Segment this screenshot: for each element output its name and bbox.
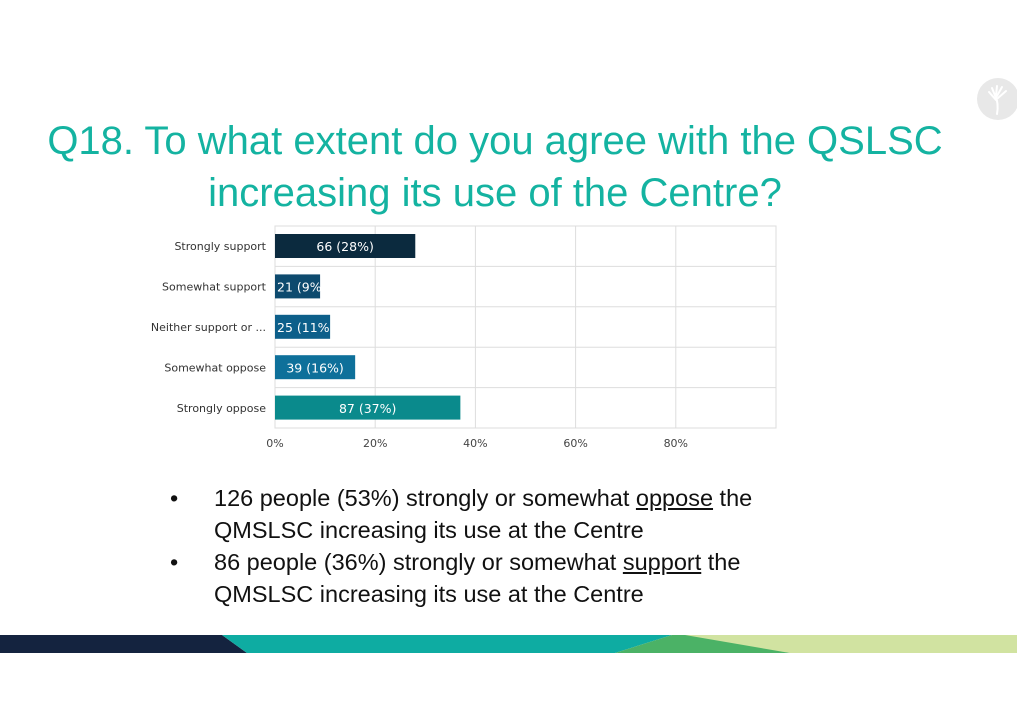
data-label: 21 (9% <box>277 280 322 295</box>
bullet-text: 86 people (36%) strongly or somewhat <box>214 549 623 575</box>
bar <box>275 314 331 339</box>
bullet-text: QMSLSC increasing its use at the Centre <box>214 581 644 607</box>
x-tick-label: 0% <box>266 437 283 450</box>
category-label: Strongly support <box>174 240 266 253</box>
category-label: Neither support or ... <box>151 321 266 334</box>
data-label: 39 (16%) <box>286 360 343 375</box>
data-label: 25 (11% <box>277 320 330 335</box>
x-tick-label: 40% <box>463 437 487 450</box>
kangaroo-paw-logo-icon <box>977 78 1017 120</box>
x-tick-label: 20% <box>363 437 387 450</box>
bullet-text: 126 people (53%) strongly or somewhat <box>214 485 636 511</box>
bar <box>275 234 416 258</box>
bar <box>275 395 461 420</box>
bar-chart: 0% 20% 40% 60% 80% Strongly support 66 (28%) So… <box>151 225 777 450</box>
bar <box>275 274 321 299</box>
bar <box>275 355 356 380</box>
x-tick-label: 80% <box>664 437 688 450</box>
category-label: Strongly oppose <box>177 402 266 415</box>
bullet-text: the <box>701 549 741 575</box>
bullet-text: the <box>713 485 753 511</box>
footer-band <box>0 635 1017 653</box>
category-label: Somewhat support <box>162 281 267 294</box>
bullet-list: • 126 people (53%) strongly or somewhat … <box>170 482 752 610</box>
bullet-marker: • <box>170 485 179 511</box>
bullet-text: QMSLSC increasing its use at the Centre <box>214 517 644 543</box>
slide-title: Q18. To what extent do you agree with th… <box>47 119 943 215</box>
bullet-item: • 86 people (36%) strongly or somewhat s… <box>170 546 752 610</box>
data-label: 87 (37%) <box>339 401 396 416</box>
x-tick-label: 60% <box>563 437 587 450</box>
category-label: Somewhat oppose <box>164 361 266 374</box>
data-label: 66 (28%) <box>316 239 373 254</box>
bullet-emphasis: support <box>622 549 702 575</box>
bullet-item: • 126 people (53%) strongly or somewhat … <box>170 482 752 546</box>
bullet-emphasis: oppose <box>635 485 714 511</box>
bullet-marker: • <box>170 549 179 575</box>
